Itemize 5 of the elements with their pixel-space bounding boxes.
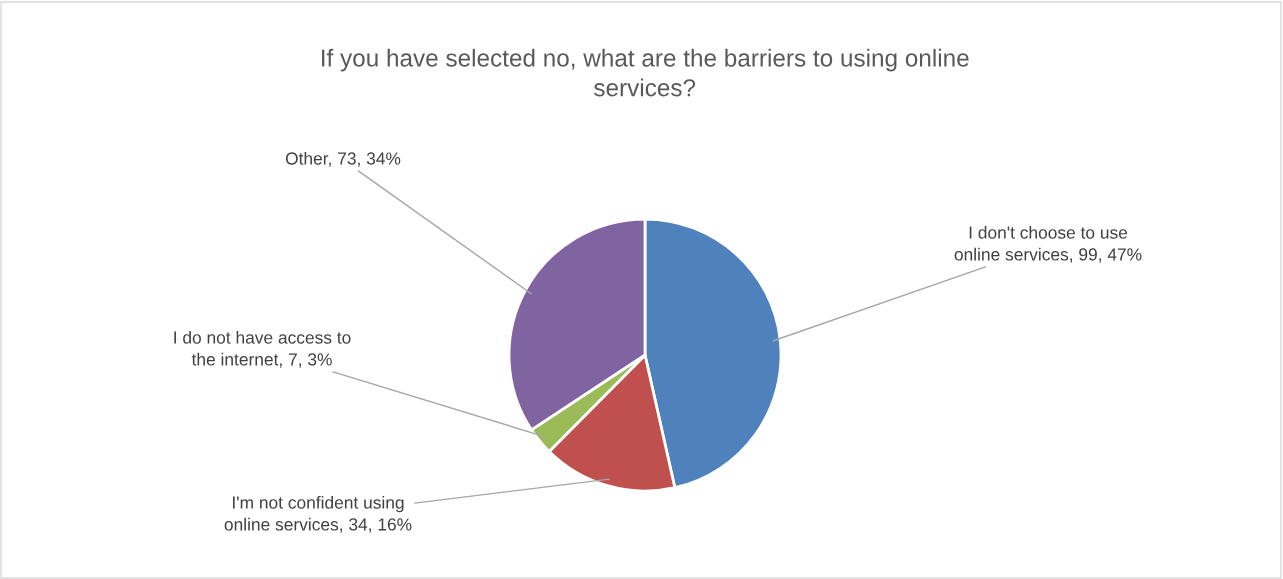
slice-label: Other, 73, 34% [285, 151, 401, 167]
slice-label: I'm not confident using online services, 34, 16% [224, 495, 412, 533]
slice-label: I don't choose to use online services, 99, 47% [954, 225, 1142, 263]
slice-label: I do not have access to the internet, 7, 3% [174, 330, 351, 368]
chart-title: If you have selected no, what are the barriers to using online services? [322, 48, 969, 97]
